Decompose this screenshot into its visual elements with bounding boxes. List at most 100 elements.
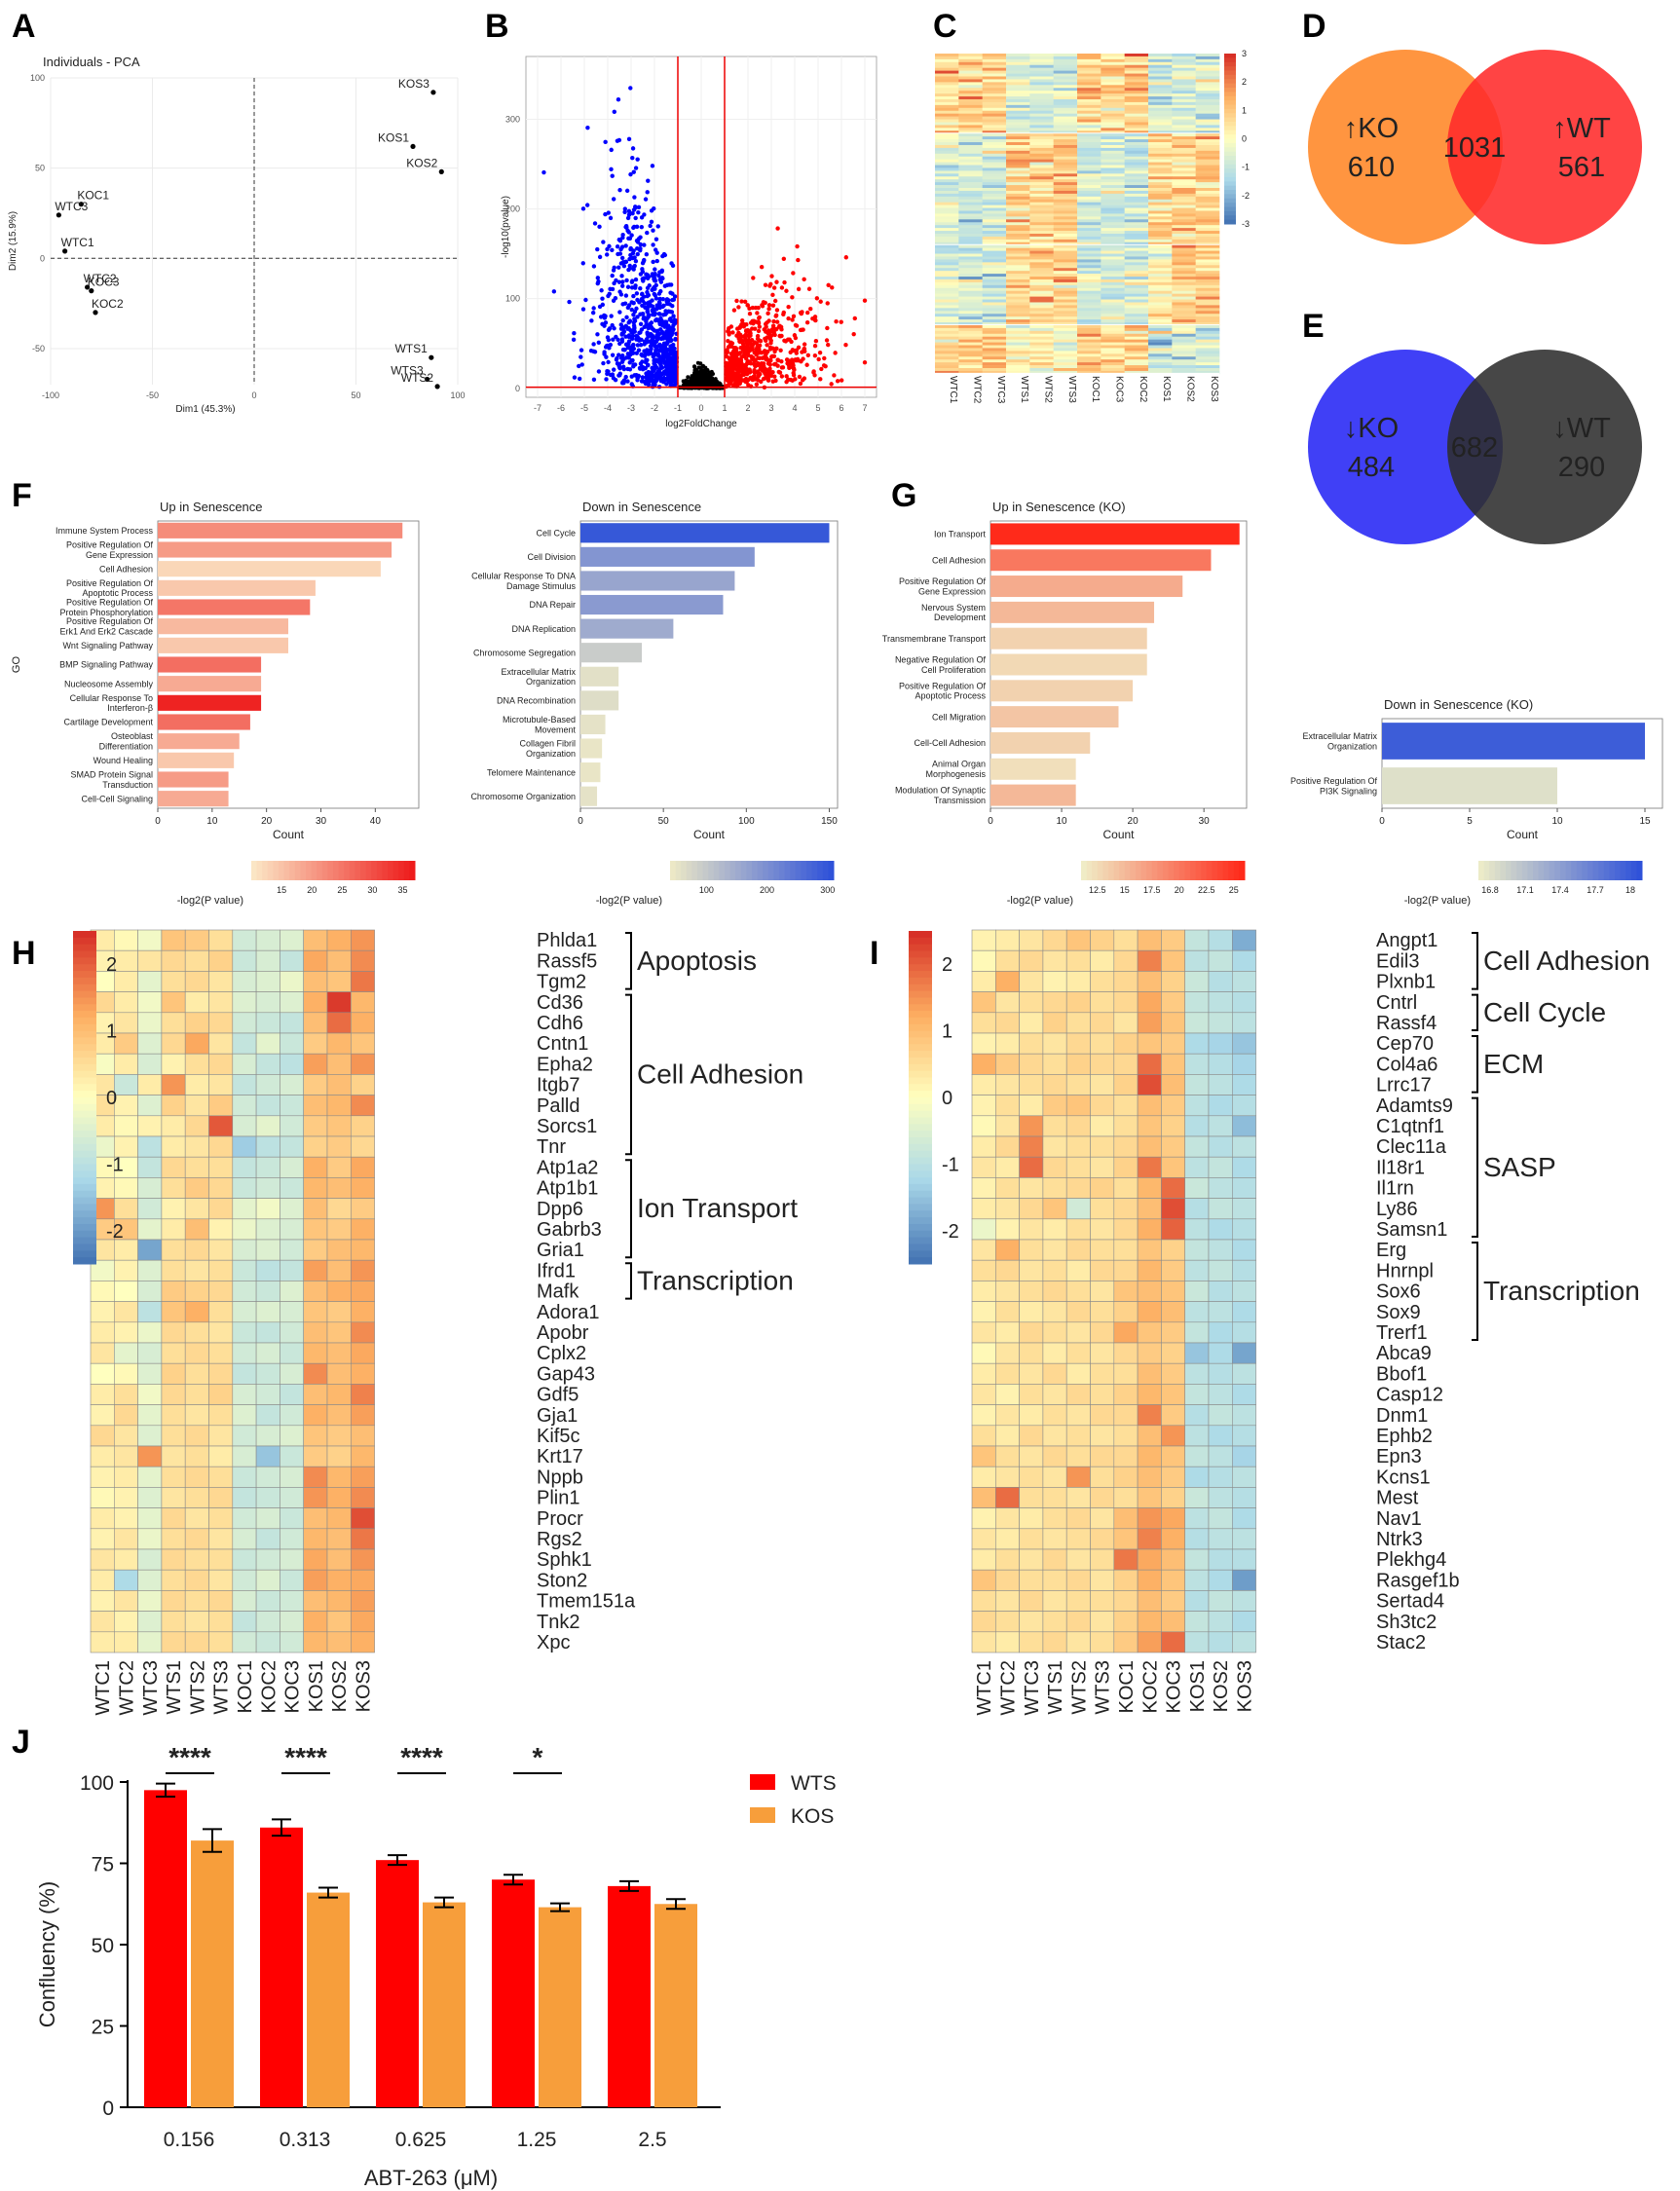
colorbar-segment — [1130, 861, 1137, 880]
heat-cell — [1172, 265, 1196, 269]
heat-cell — [982, 333, 1007, 337]
colorbar-segment — [73, 1091, 96, 1098]
heat-cell — [1113, 1362, 1139, 1385]
heat-cell — [1101, 139, 1125, 143]
heat-cell — [1053, 136, 1078, 140]
y-tick-label: 0 — [102, 2098, 114, 2120]
heat-cell — [1077, 265, 1101, 269]
heat-cell — [1029, 58, 1054, 63]
bar-wts — [144, 1790, 187, 2107]
down-point — [595, 246, 600, 252]
down-point — [626, 136, 632, 142]
category-label: Development — [934, 613, 987, 622]
heat-cell — [982, 204, 1007, 208]
heat-cell — [1077, 173, 1101, 177]
heat-cell — [1195, 119, 1220, 123]
down-point — [617, 310, 622, 315]
heat-cell — [1065, 1095, 1091, 1117]
heat-cell — [1172, 136, 1196, 140]
up-point — [808, 307, 813, 312]
heat-cell — [1077, 213, 1101, 217]
heat-cell — [982, 322, 1007, 326]
heat-cell — [1006, 308, 1030, 312]
heat-cell — [1006, 130, 1030, 134]
heat-cell — [1195, 336, 1220, 340]
heat-cell — [1006, 239, 1030, 243]
heat-cell — [982, 239, 1007, 243]
heat-cell — [137, 1445, 163, 1467]
heat-cell — [161, 1590, 186, 1612]
heat-cell — [1208, 1487, 1233, 1508]
heat-cell — [208, 1177, 234, 1199]
column-label: KOS2 — [1185, 376, 1196, 402]
heat-cell — [982, 327, 1007, 332]
heat-cell — [1124, 324, 1149, 329]
heat-cell — [1124, 342, 1149, 346]
heat-cell — [350, 1590, 375, 1612]
gene-label: Samsn1 — [1376, 1219, 1447, 1241]
heat-cell — [958, 82, 983, 86]
heat-cell — [1042, 1569, 1067, 1591]
heat-cell — [280, 971, 304, 992]
heat-cell — [1065, 929, 1091, 951]
heat-cell — [1232, 1507, 1256, 1530]
down-point — [579, 354, 583, 359]
heat-cell — [1101, 61, 1125, 66]
gene-label: Abca9 — [1376, 1343, 1432, 1364]
heat-cell — [1148, 156, 1173, 160]
heat-cell — [1006, 165, 1030, 168]
colorbar-segment — [73, 971, 96, 979]
colorbar-segment — [1224, 57, 1236, 63]
heat-cell — [982, 274, 1007, 278]
colorbar-segment — [1576, 861, 1583, 880]
heat-cell — [232, 1177, 257, 1199]
category-label: Wnt Signaling Pathway — [62, 641, 153, 650]
down-point — [621, 264, 627, 269]
colorbar-segment — [1222, 861, 1229, 880]
heat-cell — [1077, 67, 1101, 71]
down-point — [670, 263, 676, 269]
y-tick-label: 100 — [505, 294, 520, 304]
heat-cell — [1029, 219, 1054, 223]
heat-cell — [971, 929, 996, 951]
heat-cell — [1161, 1115, 1186, 1137]
heat-cell — [1101, 202, 1125, 205]
heat-cell — [1195, 56, 1220, 60]
heat-cell — [1019, 1177, 1044, 1199]
group-label: Transcription — [637, 1265, 794, 1295]
heat-cell — [1184, 1404, 1210, 1427]
colorbar-segment — [909, 931, 932, 939]
colorbar-segment — [909, 990, 932, 998]
heat-cell — [1077, 122, 1101, 126]
heat-cell — [958, 228, 983, 232]
heat-cell — [1101, 85, 1125, 89]
y-tick-label: 50 — [92, 1935, 114, 1957]
heat-cell — [350, 991, 375, 1014]
heat-cell — [1077, 64, 1101, 68]
heat-cell — [1208, 1115, 1233, 1137]
down-point — [653, 353, 658, 357]
heat-cell — [280, 1445, 304, 1467]
heat-cell — [1029, 279, 1054, 283]
venn-left-label: ↑KO — [1344, 113, 1399, 144]
heat-cell — [982, 210, 1007, 214]
heat-cell — [1172, 359, 1196, 363]
heat-cell — [1137, 1487, 1162, 1508]
heat-cell — [114, 1425, 138, 1447]
heat-cell — [1019, 1032, 1044, 1055]
x-tick-label: 5 — [815, 403, 820, 413]
heat-cell — [1195, 193, 1220, 198]
heat-cell — [1077, 142, 1101, 146]
heat-cell — [935, 222, 959, 226]
heat-cell — [1124, 213, 1149, 217]
heat-cell — [208, 1095, 234, 1117]
gene-label: Xpc — [537, 1632, 570, 1653]
up-point — [813, 317, 818, 323]
heat-cell — [1124, 225, 1149, 229]
heat-cell — [1195, 225, 1220, 229]
heat-cell — [280, 1074, 304, 1096]
down-point — [626, 333, 632, 338]
colorbar-segment — [409, 861, 416, 880]
down-point — [669, 371, 675, 377]
up-point — [739, 318, 745, 323]
